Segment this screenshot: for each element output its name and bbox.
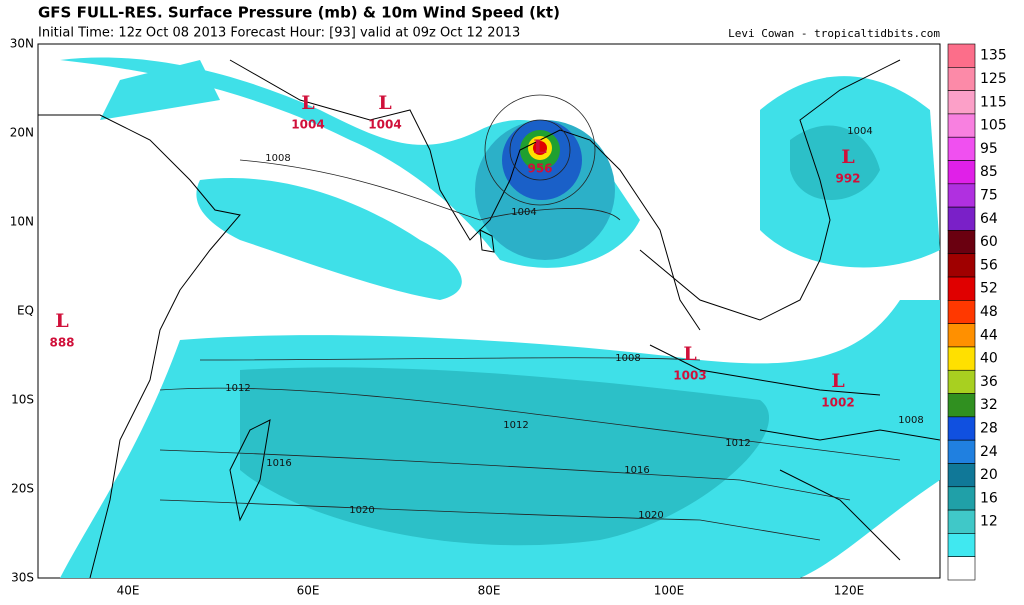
isobar-label: 1004	[847, 126, 872, 137]
low-pressure: 1004	[368, 118, 401, 132]
lat-label: 10N	[10, 215, 34, 229]
low-symbol: L	[533, 136, 546, 158]
colorbar-label: 12	[980, 514, 998, 530]
lon-label: 40E	[117, 584, 140, 598]
colorbar-box	[947, 509, 976, 534]
colorbar-label: 64	[980, 211, 998, 227]
low-pressure: 1002	[821, 396, 854, 410]
isobar-label: 1008	[615, 353, 640, 364]
colorbar-box	[947, 393, 976, 418]
colorbar-box	[947, 113, 976, 138]
lat-label: 20N	[10, 126, 34, 140]
isobar-label: 1012	[225, 383, 250, 394]
isobar-label: 1020	[638, 510, 663, 521]
lon-label: 60E	[297, 584, 320, 598]
low-symbol: L	[683, 343, 696, 365]
low-pressure: 1003	[673, 369, 706, 383]
low-pressure: 992	[835, 172, 860, 186]
title: GFS FULL-RES. Surface Pressure (mb) & 10…	[38, 4, 560, 22]
colorbar-box	[947, 300, 976, 324]
wind-shading	[60, 57, 940, 578]
colorbar-label: 115	[980, 94, 1007, 110]
colorbar-box	[947, 346, 976, 371]
isobar-label: 1008	[265, 153, 290, 164]
colorbar-box	[947, 67, 976, 91]
low-pressure: 1004	[291, 118, 324, 132]
colorbar-label: 75	[980, 187, 998, 203]
isobar-label: 1004	[511, 207, 536, 218]
lat-label: 30N	[10, 37, 34, 51]
isobar-label: 1020	[349, 505, 374, 516]
colorbar-box	[947, 323, 976, 348]
isobar-label: 1012	[725, 438, 750, 449]
low-symbol: L	[301, 92, 314, 114]
colorbar-box	[947, 486, 976, 511]
colorbar-label: 24	[980, 444, 998, 460]
low-pressure: 888	[49, 336, 74, 350]
colorbar-box	[947, 463, 976, 488]
lon-label: 80E	[478, 584, 501, 598]
colorbar-label: 44	[980, 327, 998, 343]
coastlines	[38, 59, 940, 578]
colorbar-box	[947, 230, 976, 255]
low-symbol: L	[841, 146, 854, 168]
colorbar-box	[947, 533, 976, 557]
colorbar-label: 85	[980, 164, 998, 180]
colorbar-box	[947, 253, 976, 278]
colorbar-box	[947, 206, 976, 231]
colorbar-label: 32	[980, 397, 998, 413]
isobar-label: 1008	[898, 415, 923, 426]
colorbar-label: 48	[980, 304, 998, 320]
colorbar-label: 52	[980, 281, 998, 297]
colorbar-label: 125	[980, 71, 1007, 87]
colorbar-box	[947, 136, 976, 161]
colorbar-label: 56	[980, 257, 998, 273]
lat-label: 10S	[11, 393, 34, 407]
colorbar: 135 125 115 105 95 85 75 64 60 56 52 48 44 40 36 32 28 24…	[947, 43, 1007, 581]
low-symbol: L	[55, 310, 68, 332]
colorbar-label: 28	[980, 421, 998, 437]
isobar-label: 1016	[266, 458, 291, 469]
colorbar-label: 105	[980, 118, 1007, 134]
colorbar-box	[947, 439, 976, 464]
subtitle: Initial Time: 12z Oct 08 2013 Forecast H…	[38, 26, 520, 41]
colorbar-box	[947, 369, 976, 394]
colorbar-box	[947, 276, 976, 301]
low-symbol: L	[378, 92, 391, 114]
lat-label: 20S	[11, 482, 34, 496]
colorbar-box	[947, 90, 976, 115]
map	[37, 43, 941, 579]
colorbar-label: 16	[980, 490, 998, 506]
colorbar-box	[947, 416, 976, 441]
colorbar-label: 60	[980, 234, 998, 250]
colorbar-box	[947, 160, 976, 185]
labels: 30N 20N 10N EQ 10S 20S 30S 40E 60E 80E 100E 120E L 10…	[10, 37, 924, 598]
colorbar-box	[947, 183, 976, 208]
colorbar-label: 20	[980, 467, 998, 483]
isobars	[159, 94, 901, 541]
lon-label: 120E	[834, 584, 865, 598]
low-symbol: L	[831, 370, 844, 392]
lat-label: EQ	[17, 304, 34, 318]
low-pressure: 956	[527, 162, 552, 176]
colorbar-label: 135	[980, 48, 1007, 64]
lon-label: 100E	[654, 584, 685, 598]
isobar-label: 1012	[503, 420, 528, 431]
lat-label: 30S	[11, 571, 34, 585]
colorbar-box	[947, 556, 976, 581]
colorbar-box	[947, 43, 976, 68]
credit: Levi Cowan - tropicaltidbits.com	[728, 27, 940, 40]
isobar-label: 1016	[624, 465, 649, 476]
colorbar-label: 40	[980, 351, 998, 367]
colorbar-label: 36	[980, 374, 998, 390]
colorbar-label: 95	[980, 141, 998, 157]
